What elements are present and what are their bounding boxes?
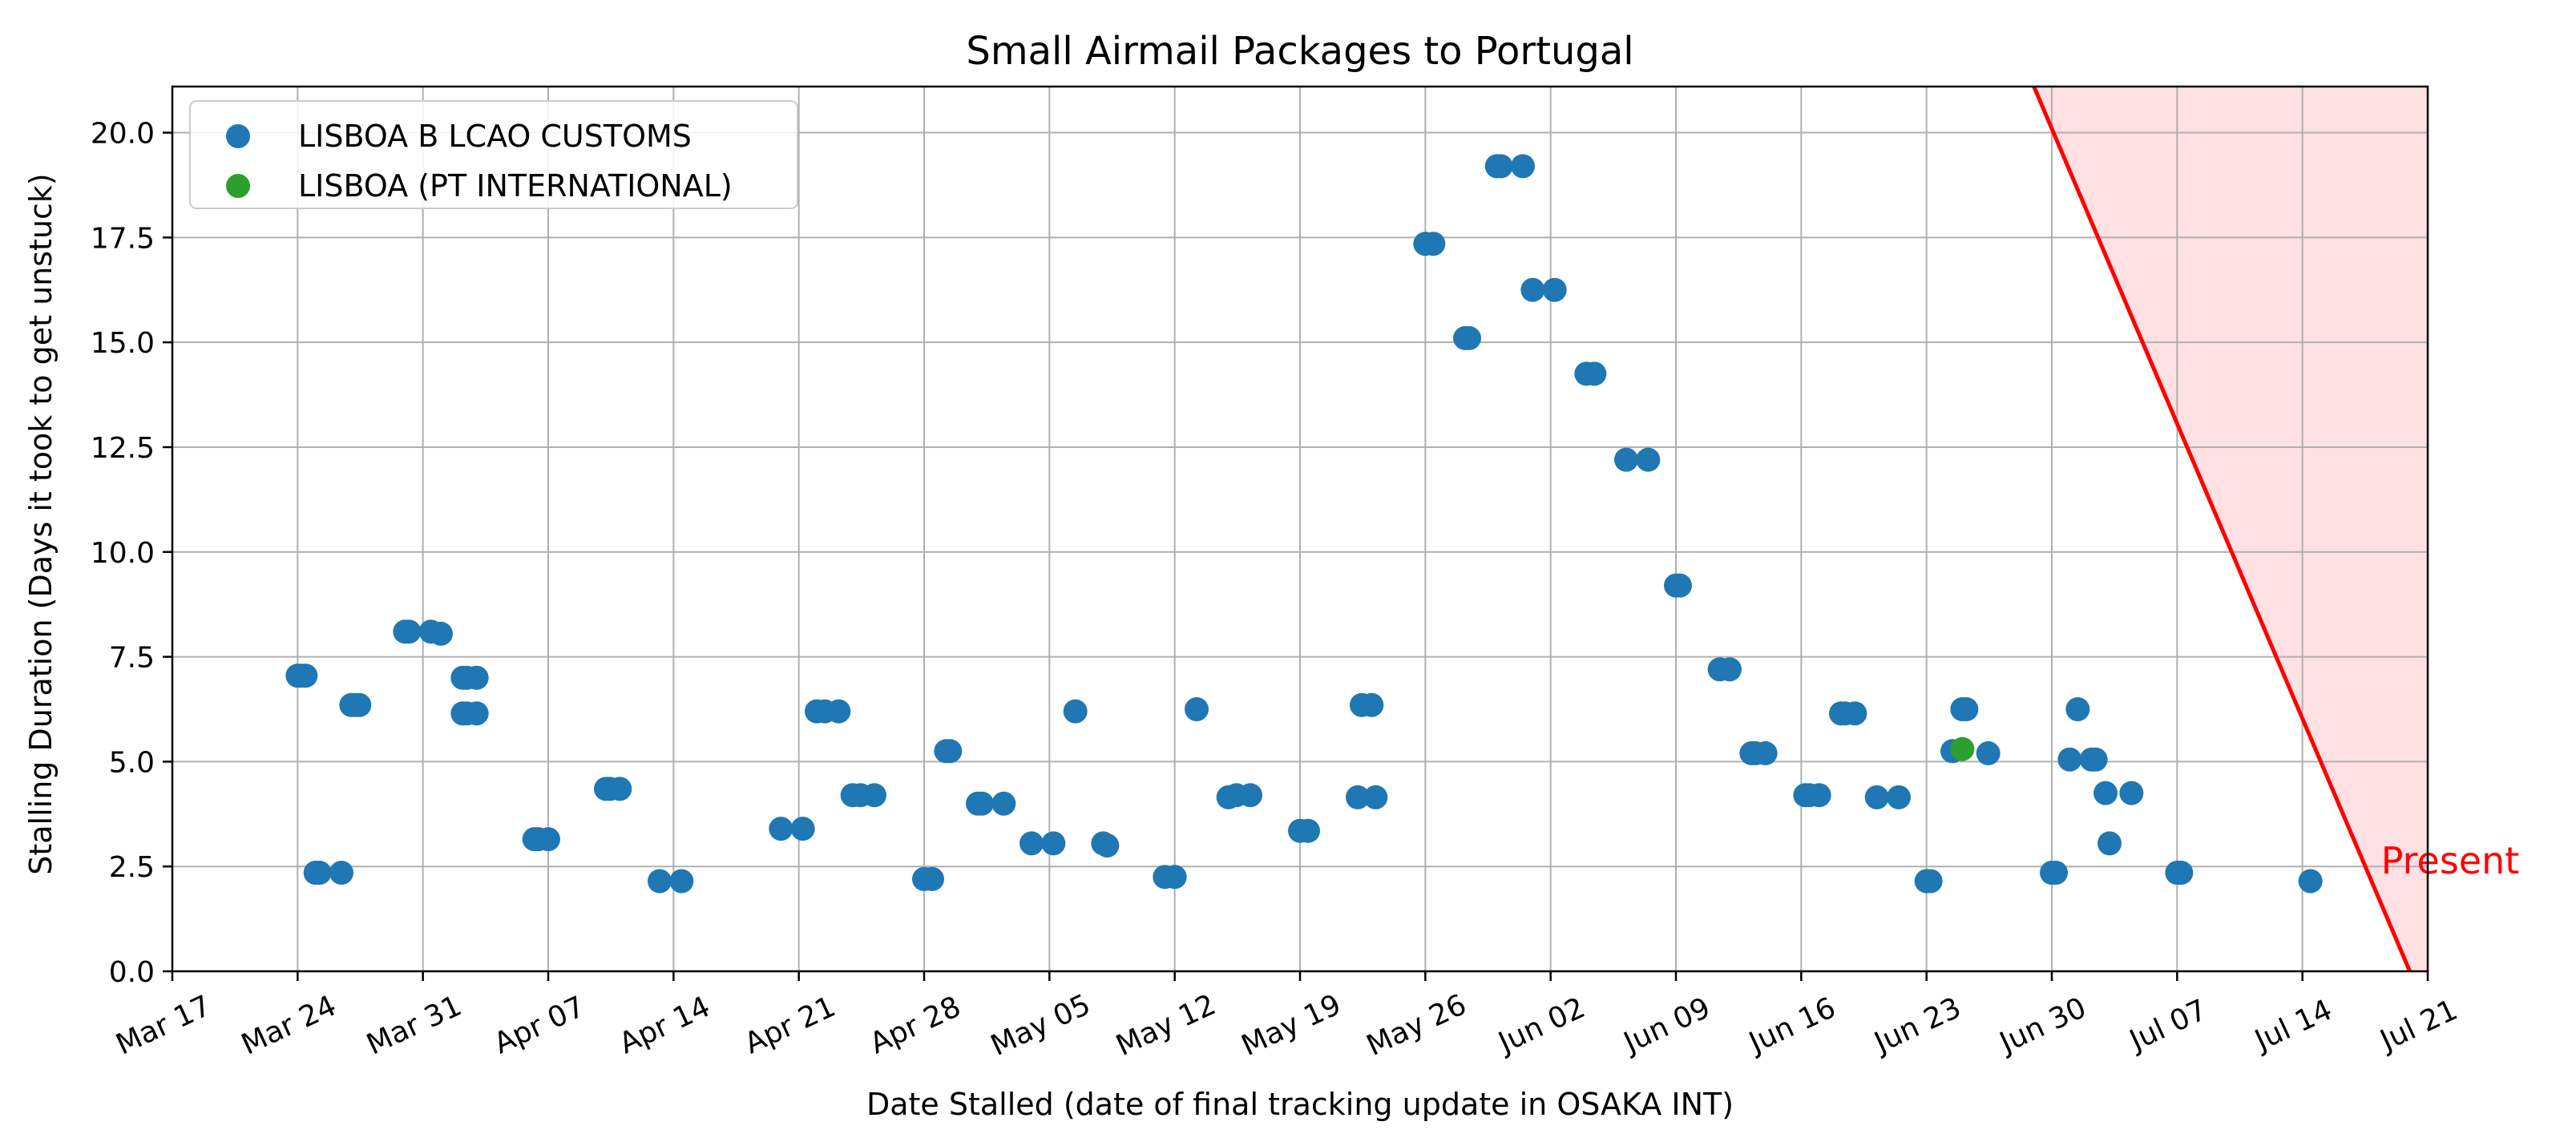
point-series-0-58	[1363, 785, 1388, 809]
point-series-0-36	[912, 866, 936, 891]
point-series-0-8	[347, 692, 372, 717]
point-series-0-18	[464, 701, 489, 726]
present-line	[2032, 86, 2412, 972]
point-series-0-99	[2094, 781, 2118, 805]
legend-label-1: LISBOA (PT INTERNATIONAL)	[298, 168, 733, 204]
y-tick-label-2: 5.0	[109, 746, 155, 779]
legend: LISBOA B LCAO CUSTOMS LISBOA (PT INTERNAT…	[189, 100, 798, 209]
present-shade-region	[2033, 87, 2428, 971]
point-series-0-71	[1636, 447, 1661, 472]
point-series-0-4	[307, 861, 332, 886]
point-series-0-103	[2169, 861, 2194, 886]
point-series-0-5	[329, 861, 353, 886]
legend-marker-0	[226, 124, 250, 148]
point-series-0-15	[464, 665, 489, 690]
point-series-0-86	[1887, 785, 1911, 809]
point-series-0-12	[429, 621, 453, 646]
point-series-0-81	[1807, 783, 1831, 808]
y-tick-label-3: 7.5	[109, 642, 155, 675]
point-series-0-10	[397, 619, 422, 644]
data-points	[285, 154, 2323, 894]
y-tick-label-5: 12.5	[91, 432, 155, 465]
point-series-0-101	[2119, 781, 2144, 805]
point-series-0-38	[938, 739, 963, 764]
point-series-0-65	[1511, 154, 1535, 179]
y-axis: 0.0 2.5 5.0 7.5 10.0 12.5 15.0 17.5 20.0	[91, 118, 172, 989]
chart-title: Small Airmail Packages to Portugal	[966, 29, 1633, 74]
point-series-0-52	[1238, 783, 1262, 808]
point-series-0-24	[608, 777, 632, 801]
point-series-0-42	[1019, 831, 1044, 856]
point-series-0-46	[1095, 833, 1120, 858]
legend-label-0: LISBOA B LCAO CUSTOMS	[298, 119, 692, 154]
point-series-0-96	[2057, 747, 2082, 772]
point-series-0-57	[1359, 692, 1384, 717]
point-series-0-70	[1614, 447, 1638, 472]
point-series-0-51	[1216, 785, 1241, 809]
point-series-0-84	[1843, 701, 1867, 726]
point-series-0-85	[1864, 785, 1889, 809]
grid	[172, 87, 2429, 972]
y-tick-label-1: 2.5	[109, 851, 155, 884]
present-shaded-area	[2033, 87, 2428, 971]
point-series-0-94	[2044, 861, 2068, 886]
y-tick-label-6: 15.0	[91, 327, 155, 360]
y-tick-label-4: 10.0	[91, 537, 155, 570]
point-series-0-55	[1346, 785, 1370, 809]
point-series-0-27	[769, 817, 793, 841]
point-series-0-21	[536, 827, 560, 852]
point-series-0-98	[2083, 747, 2108, 772]
point-series-0-25	[648, 869, 672, 894]
point-series-1-0	[1950, 736, 1975, 761]
y-axis-label: Stalling Duration (Days it took to get u…	[23, 173, 59, 875]
point-series-0-100	[2098, 831, 2122, 856]
point-series-0-40	[970, 791, 994, 816]
legend-box	[189, 100, 798, 209]
point-series-0-62	[1457, 325, 1481, 350]
point-series-0-43	[1041, 831, 1066, 856]
point-series-0-2	[293, 664, 318, 688]
point-series-0-54	[1288, 818, 1312, 843]
x-axis-label: Date Stalled (date of final tracking upd…	[866, 1087, 1734, 1122]
y-tick-label-0: 0.0	[109, 956, 155, 989]
y-tick-label-8: 20.0	[91, 118, 155, 151]
point-series-0-66	[1520, 277, 1545, 302]
point-series-0-104	[2298, 869, 2323, 894]
point-series-0-75	[1718, 657, 1742, 682]
point-series-0-34	[862, 783, 886, 808]
point-series-0-44	[1063, 699, 1088, 724]
point-series-0-31	[826, 699, 851, 724]
point-series-0-41	[991, 791, 1016, 816]
point-series-0-67	[1542, 277, 1567, 302]
point-series-0-78	[1753, 740, 1778, 765]
point-series-0-60	[1413, 232, 1438, 256]
point-series-0-30	[805, 699, 829, 724]
point-series-0-92	[1976, 740, 2001, 765]
y-tick-label-7: 17.5	[91, 222, 155, 255]
point-series-0-33	[840, 783, 865, 808]
point-series-0-73	[1668, 573, 1692, 598]
point-series-0-69	[1574, 361, 1599, 386]
point-series-0-88	[1918, 869, 1943, 894]
point-series-0-95	[2065, 696, 2090, 721]
point-series-0-91	[1954, 696, 1979, 721]
point-series-0-64	[1488, 154, 1513, 179]
point-series-0-49	[1185, 696, 1209, 721]
present-annotation: Present	[2032, 86, 2520, 972]
legend-marker-1	[226, 174, 250, 198]
present-label: Present	[2381, 839, 2520, 882]
point-series-0-48	[1162, 865, 1187, 890]
point-series-0-28	[790, 817, 815, 841]
point-series-0-26	[669, 869, 694, 894]
